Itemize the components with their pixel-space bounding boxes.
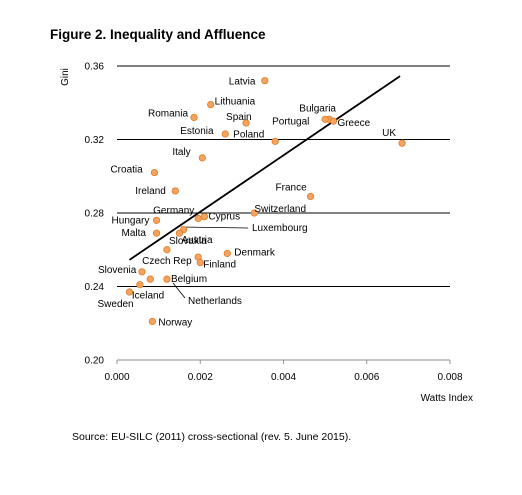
- point-malta: [152, 229, 161, 237]
- point-germany: [194, 214, 202, 223]
- label-estonia: Estonia: [180, 126, 214, 137]
- label-uk: UK: [382, 128, 396, 139]
- point-denmark: [223, 249, 231, 258]
- point-slovakia: [163, 246, 171, 254]
- point-croatia: [150, 168, 159, 177]
- point-cyprus: [200, 213, 209, 221]
- label-portugal: Portugal: [272, 116, 309, 127]
- x-axis-ticks: 0.000 0.002 0.004 0.006 0.008: [104, 360, 463, 383]
- leader-luxembourg: [180, 226, 249, 229]
- label-latvia: Latvia: [229, 77, 256, 88]
- point-iceland: [136, 281, 144, 289]
- point-greece: [329, 117, 338, 125]
- label-germany: Germany: [153, 206, 194, 217]
- label-hungary: Hungary: [112, 215, 150, 226]
- x-tick-label: 0.002: [188, 372, 213, 383]
- label-romania: Romania: [148, 108, 188, 119]
- label-austria: Austria: [181, 235, 213, 246]
- x-axis-title: Watts Index: [421, 393, 473, 404]
- point-netherlands: [146, 275, 154, 283]
- point-hungary: [152, 216, 161, 224]
- label-luxembourg: Luxembourg: [252, 223, 308, 234]
- label-italy: Italy: [172, 147, 190, 158]
- point-lithuania: [207, 100, 215, 109]
- point-finland: [196, 259, 204, 267]
- point-ireland: [171, 187, 179, 195]
- x-tick-label: 0.000: [104, 372, 129, 383]
- label-slovakia: Slovakia: [169, 236, 207, 247]
- point-austria: [175, 229, 184, 237]
- label-iceland: Iceland: [132, 291, 164, 302]
- point-uk: [398, 139, 406, 147]
- scatter-chart: 0.200.240.280.320.36 0.000 0.002 0.004 0.00…: [60, 62, 473, 405]
- label-poland: Poland: [233, 129, 264, 140]
- y-tick-label: 0.24: [85, 282, 105, 293]
- y-axis-title: Gini: [60, 68, 71, 86]
- label-norway: Norway: [158, 317, 192, 328]
- point-romania: [190, 113, 198, 122]
- point-labels: Latvia Lithuania Romania Spain Estonia Poland…: [97, 77, 396, 329]
- data-points: [125, 77, 406, 326]
- point-norway: [148, 317, 156, 326]
- point-spain: [242, 119, 250, 127]
- y-tick-label: 0.28: [85, 209, 105, 220]
- x-tick-label: 0.008: [437, 372, 462, 383]
- label-czech-rep: Czech Rep: [142, 256, 192, 267]
- linear-trend-line: [128, 75, 401, 261]
- label-lithuania: Lithuania: [215, 97, 256, 108]
- label-france: France: [276, 182, 308, 193]
- source-note: Source: EU-SILC (2011) cross-sectional (…: [72, 431, 352, 443]
- label-finland: Finland: [203, 260, 236, 271]
- leader-netherlands: [172, 282, 186, 299]
- label-malta: Malta: [122, 228, 147, 239]
- point-switzerland: [250, 209, 258, 217]
- leader-lines: [172, 226, 249, 299]
- label-switzerland: Switzerland: [254, 204, 306, 215]
- y-tick-label: 0.20: [85, 356, 105, 367]
- y-tick-label: 0.32: [85, 135, 105, 146]
- gridlines: [117, 65, 450, 287]
- label-denmark: Denmark: [234, 247, 276, 258]
- point-belgium: [163, 275, 171, 283]
- point-portugal: [321, 115, 329, 123]
- x-tick-label: 0.004: [271, 372, 296, 383]
- point-france: [306, 192, 315, 201]
- point-estonia: [221, 130, 229, 138]
- label-croatia: Croatia: [110, 165, 143, 176]
- chart-title: Figure 2. Inequality and Affluence: [50, 27, 266, 42]
- point-sweden: [125, 288, 134, 296]
- x-tick-label: 0.006: [354, 372, 379, 383]
- label-greece: Greece: [337, 118, 370, 129]
- trend-line: [128, 75, 401, 261]
- label-cyprus: Cyprus: [208, 212, 240, 223]
- y-axis-ticks: 0.20 0.24 0.28 0.32 0.36: [85, 62, 105, 367]
- label-spain: Spain: [226, 112, 252, 123]
- label-sweden: Sweden: [97, 299, 133, 310]
- label-bulgaria: Bulgaria: [299, 103, 336, 114]
- label-ireland: Ireland: [135, 186, 166, 197]
- point-italy: [198, 154, 206, 162]
- point-poland: [271, 137, 279, 145]
- label-slovenia: Slovenia: [98, 265, 137, 276]
- point-latvia: [261, 77, 269, 85]
- label-netherlands: Netherlands: [188, 296, 242, 307]
- y-tick-label: 0.36: [85, 62, 105, 73]
- point-slovenia: [138, 268, 146, 276]
- label-belgium: Belgium: [171, 274, 207, 285]
